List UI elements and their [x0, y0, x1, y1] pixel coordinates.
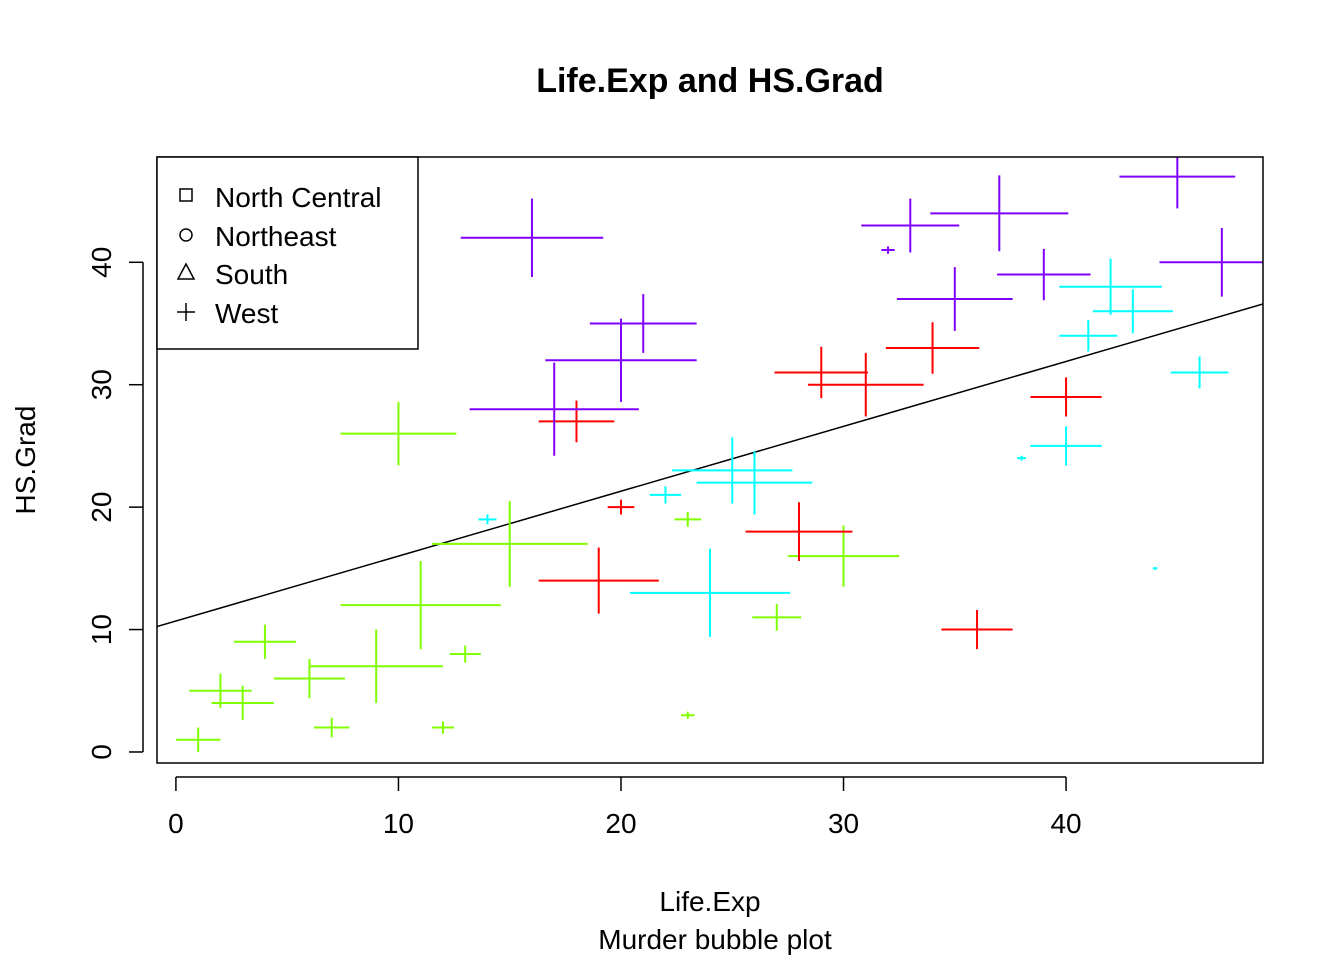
- data-point: [273, 658, 346, 699]
- data-point: [1092, 289, 1173, 334]
- legend-entry-north-central: North Central: [179, 182, 382, 213]
- data-point: [1017, 455, 1026, 461]
- data-point: [211, 685, 274, 721]
- data-point: [1059, 258, 1162, 315]
- data-point: [1152, 567, 1158, 570]
- data-point: [607, 499, 635, 515]
- square-icon: [179, 188, 193, 202]
- data-point: [696, 450, 813, 515]
- data-point: [340, 401, 457, 466]
- data-point: [1170, 356, 1229, 389]
- data-point: [478, 514, 497, 525]
- data-point: [309, 629, 443, 704]
- legend-label: West: [215, 298, 278, 329]
- regression-line: [157, 303, 1263, 628]
- legend-label: North Central: [215, 182, 382, 213]
- x-tick-label: 10: [383, 808, 414, 839]
- data-point: [807, 352, 924, 417]
- data-point: [681, 711, 695, 719]
- legend-entry-northeast: Northeast: [179, 221, 337, 252]
- data-point: [233, 624, 297, 659]
- data-point: [745, 502, 853, 561]
- y-tick-label: 10: [86, 614, 117, 645]
- data-point: [545, 318, 697, 402]
- data-point: [313, 717, 350, 738]
- circle-icon: [179, 228, 193, 242]
- plus-icon: [177, 303, 195, 321]
- chart-title: Life.Exp and HS.Grad: [536, 62, 884, 100]
- data-point: [589, 294, 697, 353]
- data-point: [674, 512, 702, 527]
- plot-frame: [156, 156, 1264, 764]
- data-point: [1059, 319, 1118, 352]
- x-tick-label: 20: [605, 808, 636, 839]
- x-tick-label: 0: [168, 808, 184, 839]
- plot-area: [156, 156, 1264, 764]
- data-point: [787, 525, 900, 587]
- y-tick-label: 30: [86, 369, 117, 400]
- data-point: [1119, 157, 1236, 209]
- data-point: [861, 198, 960, 253]
- data-point: [431, 721, 455, 734]
- data-point: [774, 346, 868, 399]
- data-point: [538, 547, 659, 614]
- chart-subtitle: Murder bubble plot: [598, 924, 832, 955]
- data-point: [997, 248, 1091, 301]
- data-point: [460, 198, 604, 277]
- data-point: [649, 486, 682, 504]
- x-axis: 0 10 20 30 40: [168, 776, 1082, 839]
- data-point: [885, 322, 980, 374]
- data-point: [431, 501, 588, 587]
- data-point: [538, 400, 615, 443]
- legend-label: South: [215, 259, 288, 290]
- legend: North Central Northeast South West: [156, 156, 419, 350]
- data-point: [941, 609, 1013, 650]
- legend-entry-west: West: [177, 298, 278, 329]
- y-tick-label: 40: [86, 247, 117, 278]
- data-point: [881, 246, 895, 254]
- data-point: [629, 548, 791, 637]
- triangle-icon: [176, 262, 196, 280]
- data-point: [449, 645, 481, 663]
- x-axis-label: Life.Exp: [659, 886, 760, 917]
- legend-label: Northeast: [215, 221, 337, 252]
- y-tick-label: 0: [86, 744, 117, 760]
- data-point: [896, 267, 1013, 331]
- y-tick-label: 20: [86, 492, 117, 523]
- data-point: [1030, 377, 1102, 417]
- data-point: [340, 561, 501, 650]
- data-point: [752, 603, 802, 631]
- data-point: [469, 362, 639, 456]
- y-axis-label: HS.Grad: [10, 406, 41, 515]
- x-tick-label: 40: [1050, 808, 1081, 839]
- data-point: [1030, 426, 1102, 466]
- data-point: [1159, 228, 1263, 297]
- data-point: [175, 727, 221, 752]
- x-tick-label: 30: [828, 808, 859, 839]
- legend-box: [156, 156, 419, 350]
- legend-entry-south: South: [176, 259, 288, 290]
- data-point: [672, 437, 793, 504]
- y-axis: 0 10 20 30 40: [86, 247, 144, 760]
- data-point: [930, 175, 1069, 252]
